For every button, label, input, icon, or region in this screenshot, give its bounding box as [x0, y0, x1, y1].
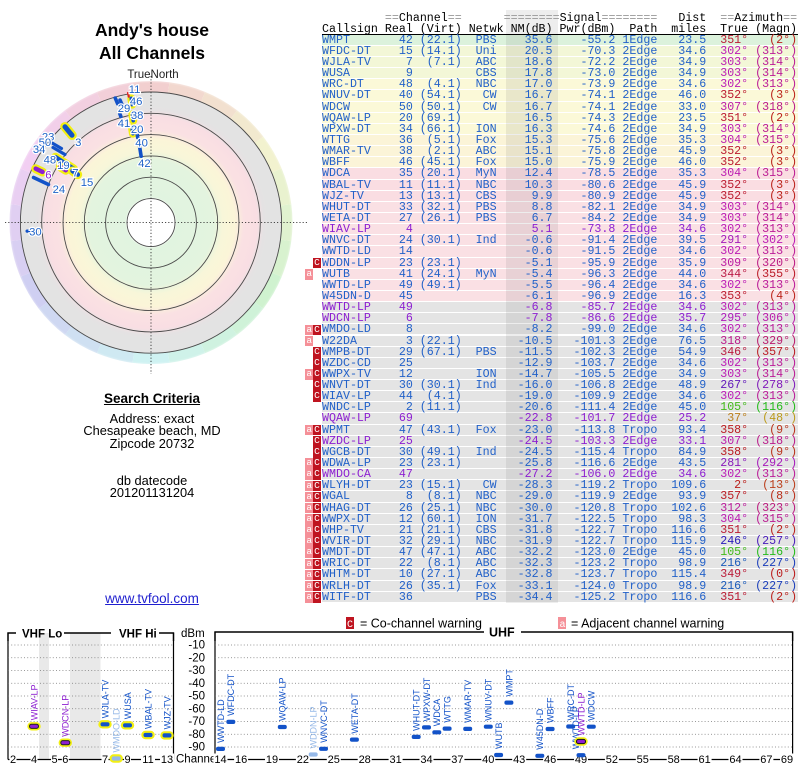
svg-text:WJZ-TV: WJZ-TV — [162, 696, 172, 729]
svg-text:3: 3 — [75, 137, 81, 149]
svg-text:-10: -10 — [188, 640, 205, 652]
svg-text:WQAW-LP: WQAW-LP — [278, 677, 288, 721]
svg-text:WBFF: WBFF — [546, 697, 556, 723]
svg-text:24: 24 — [53, 184, 66, 196]
svg-text:WNVC-DT: WNVC-DT — [319, 700, 329, 743]
svg-text:-20: -20 — [188, 653, 205, 665]
svg-text:22: 22 — [297, 754, 309, 766]
svg-text:a: a — [560, 620, 566, 631]
svg-text:WTTG: WTTG — [443, 696, 453, 723]
svg-text:-80: -80 — [188, 729, 205, 741]
svg-text:6: 6 — [45, 169, 51, 181]
svg-text:WJLA-TV: WJLA-TV — [100, 680, 110, 719]
svg-text:25: 25 — [328, 754, 340, 766]
svg-text:WNUV-DT: WNUV-DT — [484, 678, 494, 720]
svg-text:69: 69 — [781, 754, 793, 766]
svg-text:WMDO-LD: WMDO-LD — [112, 708, 122, 752]
svg-text:-40: -40 — [188, 678, 205, 690]
svg-text:38: 38 — [131, 110, 144, 122]
svg-text:WRC-DT: WRC-DT — [566, 684, 576, 721]
svg-text:UHF: UHF — [489, 626, 515, 640]
svg-text:11: 11 — [129, 84, 141, 96]
svg-text:67: 67 — [760, 754, 772, 766]
svg-text:C: C — [347, 620, 353, 631]
svg-text:= Adjacent channel warning: = Adjacent channel warning — [571, 617, 724, 631]
svg-text:WMPT: WMPT — [504, 669, 514, 697]
svg-text:7: 7 — [102, 754, 108, 766]
svg-text:40: 40 — [135, 138, 148, 150]
svg-text:19: 19 — [57, 160, 70, 172]
svg-text:5: 5 — [51, 754, 57, 766]
svg-text:-60: -60 — [188, 704, 205, 716]
svg-text:-50: -50 — [188, 691, 205, 703]
svg-text:34: 34 — [420, 754, 432, 766]
svg-text:50: 50 — [39, 137, 52, 149]
svg-text:WWTD-LP: WWTD-LP — [571, 706, 581, 749]
svg-text:11: 11 — [142, 754, 153, 766]
svg-text:15: 15 — [81, 177, 94, 189]
svg-text:30: 30 — [29, 226, 42, 238]
svg-text:2: 2 — [10, 754, 16, 766]
svg-text:WDCN-LP: WDCN-LP — [61, 695, 71, 737]
svg-text:55: 55 — [637, 754, 649, 766]
svg-text:31: 31 — [389, 754, 401, 766]
svg-text:34: 34 — [33, 144, 46, 156]
svg-text:-30: -30 — [188, 665, 205, 677]
svg-text:WWTD-LP: WWTD-LP — [576, 693, 586, 736]
svg-text:43: 43 — [513, 754, 525, 766]
svg-text:dBm: dBm — [181, 628, 205, 640]
svg-text:52: 52 — [606, 754, 618, 766]
svg-text:6: 6 — [62, 754, 68, 766]
svg-text:VHF Hi: VHF Hi — [119, 629, 157, 641]
svg-text:9: 9 — [124, 754, 130, 766]
svg-text:WETA-DT: WETA-DT — [350, 693, 360, 734]
svg-text:7: 7 — [72, 168, 78, 180]
svg-text:46: 46 — [544, 754, 556, 766]
svg-text:48: 48 — [44, 155, 57, 167]
svg-text:WHUT-DT: WHUT-DT — [412, 689, 422, 731]
svg-text:20: 20 — [131, 124, 144, 136]
svg-text:64: 64 — [729, 754, 741, 766]
svg-text:WWTD-LD: WWTD-LD — [216, 699, 226, 743]
svg-text:4: 4 — [31, 754, 37, 766]
svg-text:41: 41 — [118, 118, 131, 130]
svg-text:29: 29 — [118, 103, 131, 115]
svg-text:58: 58 — [668, 754, 680, 766]
svg-text:WFDC-DT: WFDC-DT — [226, 673, 236, 715]
svg-text:23: 23 — [42, 132, 55, 144]
svg-text:WMAR-TV: WMAR-TV — [463, 680, 473, 723]
svg-text:16: 16 — [235, 754, 247, 766]
svg-text:WDDN-LP: WDDN-LP — [309, 707, 319, 749]
svg-text:13: 13 — [161, 754, 173, 766]
svg-text:WIAV-LP: WIAV-LP — [29, 684, 39, 720]
svg-text:WUSA: WUSA — [123, 692, 133, 719]
svg-text:19: 19 — [266, 754, 278, 766]
svg-text:40: 40 — [482, 754, 494, 766]
svg-text:42: 42 — [138, 158, 151, 170]
svg-text:WDCA: WDCA — [432, 699, 442, 727]
svg-text:WUTB: WUTB — [494, 723, 504, 750]
svg-text:46: 46 — [130, 96, 143, 108]
svg-text:W45DN-D: W45DN-D — [535, 708, 545, 750]
svg-text:-70: -70 — [188, 716, 205, 728]
svg-text:-90: -90 — [188, 742, 205, 754]
svg-text:WDCW: WDCW — [587, 690, 597, 720]
svg-text:Channel: Channel — [176, 754, 219, 766]
svg-text:= Co-channel warning: = Co-channel warning — [360, 617, 482, 631]
svg-text:61: 61 — [698, 754, 710, 766]
svg-text:37: 37 — [451, 754, 463, 766]
svg-text:VHF Lo: VHF Lo — [22, 629, 62, 641]
svg-text:WPXW-DT: WPXW-DT — [422, 677, 432, 721]
svg-text:14: 14 — [214, 754, 226, 766]
svg-text:WBAL-TV: WBAL-TV — [143, 689, 153, 729]
svg-text:28: 28 — [359, 754, 371, 766]
